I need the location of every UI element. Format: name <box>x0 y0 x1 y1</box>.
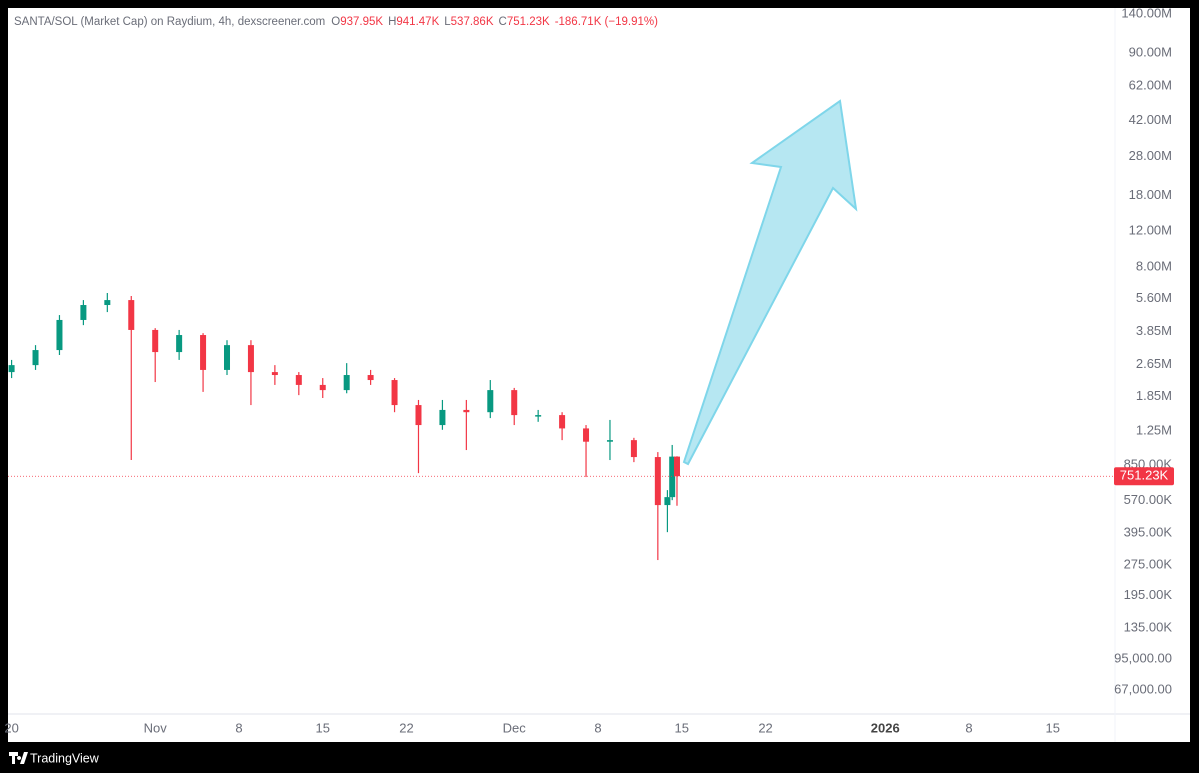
candle-body <box>664 497 671 506</box>
candle-body <box>176 335 183 353</box>
brand: TradingView <box>9 751 100 765</box>
last-price-box <box>1114 467 1174 486</box>
candle-body <box>295 375 302 385</box>
y-tick-label: 1.25M <box>1136 423 1172 438</box>
candle-body <box>511 390 518 416</box>
x-tick-label: Nov <box>144 720 168 735</box>
y-tick-label: 1.85M <box>1136 388 1172 403</box>
candle-body <box>439 409 446 426</box>
x-tick-label: 22 <box>399 720 413 735</box>
candle-body <box>669 456 676 498</box>
y-tick-label: 140.00M <box>1121 6 1172 21</box>
ohlc-label: C <box>499 16 507 28</box>
y-tick-label: 95,000.00 <box>1114 650 1172 665</box>
candle-body <box>271 372 278 376</box>
candle-body <box>128 300 135 330</box>
x-tick-label: 20 <box>4 720 18 735</box>
candle-body <box>654 457 661 506</box>
ohlc-label: O <box>331 16 340 28</box>
candle-body <box>200 335 207 370</box>
candle-body <box>32 350 39 366</box>
y-tick-label: 90.00M <box>1129 45 1172 60</box>
plot <box>8 292 680 561</box>
y-tick-label: 395.00K <box>1124 524 1173 539</box>
candle-body <box>343 375 350 391</box>
y-tick-label: 3.85M <box>1136 323 1172 338</box>
ohlc-label: L <box>444 16 451 28</box>
candle-body <box>367 375 374 381</box>
ohlc-value: 937.95K <box>340 16 383 28</box>
candle-body <box>247 345 254 373</box>
brand-name: TradingView <box>30 751 100 765</box>
x-tick-label: Dec <box>503 720 527 735</box>
x-tick-label: 15 <box>316 720 330 735</box>
candle-body <box>8 365 15 373</box>
candle-body <box>673 456 680 477</box>
y-tick-label: 18.00M <box>1129 187 1172 202</box>
y-tick-label: 62.00M <box>1129 78 1172 93</box>
x-tick-label: 15 <box>675 720 689 735</box>
candle-body <box>104 300 111 306</box>
y-tick-label: 67,000.00 <box>1114 681 1172 696</box>
candle-body <box>415 405 422 426</box>
x-tick-label: 8 <box>965 720 972 735</box>
y-tick-label: 275.00K <box>1124 556 1173 571</box>
y-tick-label: 570.00K <box>1124 492 1173 507</box>
y-tick-label: 42.00M <box>1129 112 1172 127</box>
y-tick-label: 195.00K <box>1124 587 1173 602</box>
candle-body <box>487 390 494 413</box>
candle-body <box>535 415 542 417</box>
candle-body <box>152 329 159 353</box>
change-value: -186.71K (−19.91%) <box>555 16 658 28</box>
y-tick-label: 12.00M <box>1129 223 1172 238</box>
ohlc-value: 941.47K <box>396 16 439 28</box>
y-tick-label: 8.00M <box>1136 259 1172 274</box>
candle-body <box>463 409 470 413</box>
candle-body <box>80 305 87 320</box>
symbol-title: SANTA/SOL (Market Cap) on Raydium, 4h, d… <box>14 16 325 28</box>
candle-body <box>630 440 637 458</box>
candle-body <box>391 380 398 406</box>
candle-body <box>583 428 590 442</box>
candle-body <box>559 415 566 429</box>
header: SANTA/SOL (Market Cap) on Raydium, 4h, d… <box>14 16 658 28</box>
x-tick-label: 8 <box>594 720 601 735</box>
chart-panel <box>8 8 1190 742</box>
x-tick-label: 8 <box>235 720 242 735</box>
y-tick-label: 28.00M <box>1129 148 1172 163</box>
ohlc-value: 751.23K <box>507 16 550 28</box>
y-tick-label: 135.00K <box>1124 619 1173 634</box>
x-tick-label: 2026 <box>871 720 900 735</box>
candle-body <box>224 345 231 370</box>
brand-logo <box>9 752 28 764</box>
candle-body <box>606 440 613 442</box>
arrow-annotation <box>682 99 858 466</box>
last-price-label: 751.23K <box>1120 468 1169 483</box>
y-tick-label: 5.60M <box>1136 290 1172 305</box>
x-tick-label: 22 <box>758 720 772 735</box>
candle-body <box>56 319 63 351</box>
ohlc-value: 537.86K <box>451 16 494 28</box>
x-tick-label: 15 <box>1046 720 1060 735</box>
candle-body <box>319 384 326 391</box>
y-tick-label: 2.65M <box>1136 356 1172 371</box>
ohlc-label: H <box>388 16 396 28</box>
